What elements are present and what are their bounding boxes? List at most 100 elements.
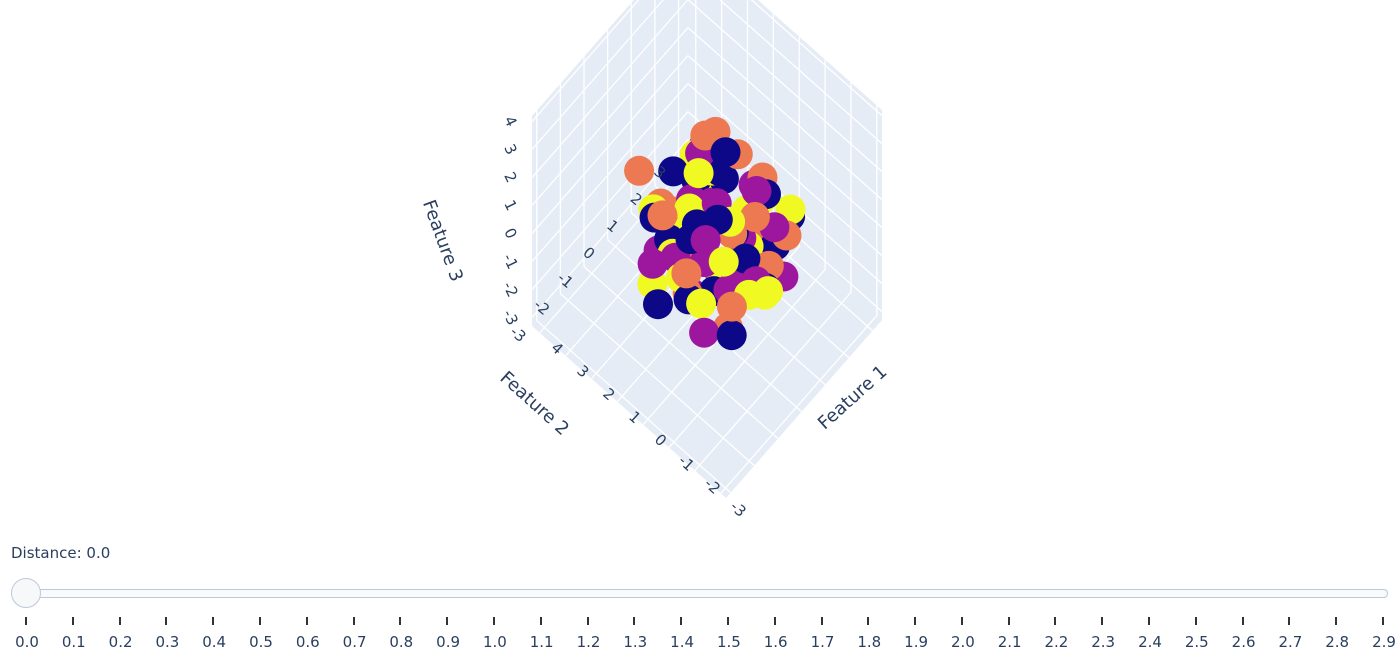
slider-step-label[interactable]: 1.4 [670, 633, 695, 651]
slider-step-tick [1382, 617, 1384, 625]
y-tick-label: -3 [507, 323, 530, 346]
slider-step-label[interactable]: 0.2 [108, 633, 133, 651]
slider-step-label[interactable]: 0.6 [295, 633, 320, 651]
slider-step-label[interactable]: 2.2 [1044, 633, 1069, 651]
slider-step-tick [1101, 617, 1104, 625]
data-point[interactable] [643, 289, 673, 320]
slider-step-label[interactable]: 1.3 [623, 633, 648, 651]
z-tick-label: -2 [499, 279, 522, 300]
z-gridline-wall-y [687, 83, 883, 257]
z-gridline-wall-x [531, 0, 640, 123]
slider-step-label[interactable]: 2.8 [1325, 633, 1350, 651]
data-point[interactable] [741, 176, 772, 206]
slider-step-tick [1007, 617, 1010, 625]
slider-rail[interactable] [26, 589, 1388, 598]
data-points [624, 116, 806, 351]
slider-step-label[interactable]: 1.8 [857, 633, 882, 651]
data-point[interactable] [716, 320, 747, 351]
z-gridline-wall-y [687, 27, 883, 201]
slider-step-label[interactable]: 1.7 [810, 633, 835, 651]
data-point[interactable] [658, 156, 689, 187]
y-axis-title: Feature 2 [496, 367, 573, 440]
data-point[interactable] [690, 120, 721, 151]
x-gridline-floor [720, 314, 878, 494]
slider-step-label[interactable]: 1.5 [716, 633, 741, 651]
slider-step-label[interactable]: 2.0 [950, 633, 975, 651]
y-gridline-floor [536, 320, 732, 494]
slider-step-label[interactable]: 0.7 [342, 633, 367, 651]
data-point[interactable] [708, 246, 739, 277]
slider-step-tick [726, 617, 729, 625]
x-tick-label: -3 [727, 497, 750, 520]
slider-step-label[interactable]: 2.1 [997, 633, 1022, 651]
slider-step-label[interactable]: 0.9 [436, 633, 461, 651]
z-tick-label: 0 [500, 225, 520, 241]
slider-step-tick [1288, 617, 1291, 625]
z-tick-label: 3 [500, 141, 520, 157]
slider-step-label[interactable]: 2.9 [1372, 633, 1396, 651]
slider-step-tick [960, 617, 963, 625]
x-gridline-floor [668, 269, 826, 448]
slider-step-tick [680, 617, 683, 625]
slider-step-label[interactable]: 2.7 [1278, 633, 1303, 651]
slider-step-label[interactable]: 1.1 [529, 633, 554, 651]
slider-step-tick [118, 617, 121, 625]
slider-step-tick [1148, 617, 1150, 625]
slider-step-label[interactable]: 0.4 [202, 633, 227, 651]
slider-step-label[interactable]: 1.0 [482, 633, 507, 651]
z-axis-title: Feature 3 [418, 197, 467, 284]
slider-step-tick [399, 617, 402, 625]
distance-slider[interactable]: Distance: 0.0 0.0 0.1 0.2 0.3 0.4 0.5 0.6 0.7 0.… [0, 530, 1397, 653]
z-gridline-wall-x [531, 0, 689, 179]
data-point[interactable] [690, 225, 721, 256]
slider-step-tick [1194, 617, 1197, 625]
z-tick-label: 4 [500, 113, 520, 129]
slider-step-label[interactable]: 2.5 [1184, 633, 1209, 651]
z-gridline-wall-x [531, 55, 689, 235]
slider-step-tick [71, 617, 74, 625]
slider-step-tick [586, 617, 589, 625]
slider-step-tick [212, 617, 215, 625]
slider-grip[interactable] [11, 578, 41, 608]
slider-step-tick [539, 617, 542, 625]
slider-step-label[interactable]: 1.2 [576, 633, 601, 651]
slider-step-tick [305, 617, 308, 625]
slider-step-tick [773, 617, 776, 625]
slider-step-tick [820, 617, 823, 625]
slider-step-label[interactable]: 0.5 [249, 633, 273, 651]
scene-canvas[interactable]: -3-2-101234-3-2-10123-3-2-101234Feature … [0, 0, 1397, 530]
data-point[interactable] [624, 155, 655, 186]
slider-step-label[interactable]: 1.9 [904, 633, 929, 651]
data-point[interactable] [710, 137, 741, 168]
z-gridline-wall-y [750, 0, 883, 117]
slider-step-tick [25, 617, 27, 625]
data-point[interactable] [683, 158, 714, 189]
z-tick-label: 1 [500, 197, 520, 213]
y-gridline-floor [559, 293, 755, 467]
slider-current-value: Distance: 0.0 [11, 544, 111, 562]
z-gridline-wall-x [531, 27, 689, 207]
slider-step-label[interactable]: 0.8 [389, 633, 414, 651]
slider-step-tick [1241, 617, 1244, 625]
data-point[interactable] [689, 317, 720, 348]
data-point[interactable] [753, 276, 784, 307]
slider-step-label[interactable]: 2.4 [1138, 633, 1162, 651]
slider-step-label[interactable]: 1.6 [763, 633, 788, 651]
data-point[interactable] [739, 202, 770, 232]
data-point[interactable] [637, 248, 668, 279]
z-gridline-wall-x [531, 83, 689, 263]
z-tick-label: -3 [499, 307, 522, 328]
slider-step-label[interactable]: 0.0 [15, 633, 39, 651]
slider-step-tick [914, 617, 917, 625]
data-point[interactable] [647, 200, 678, 231]
data-point[interactable] [671, 258, 702, 289]
slider-step-label[interactable]: 2.6 [1231, 633, 1256, 651]
data-point[interactable] [716, 291, 747, 322]
slider-step-tick [446, 617, 449, 625]
slider-step-label[interactable]: 0.3 [155, 633, 180, 651]
data-point[interactable] [686, 288, 717, 319]
slider-step-label[interactable]: 2.3 [1091, 633, 1116, 651]
scatter-3d-plot[interactable]: -3 -2 -1 0 1 2 3 4 -3 -2 -1 0 1 2 3 -3 -2 -1 0 1 2 3 4 Feature … [0, 0, 1397, 530]
slider-step-tick [633, 617, 636, 625]
slider-step-label[interactable]: 0.1 [61, 633, 86, 651]
